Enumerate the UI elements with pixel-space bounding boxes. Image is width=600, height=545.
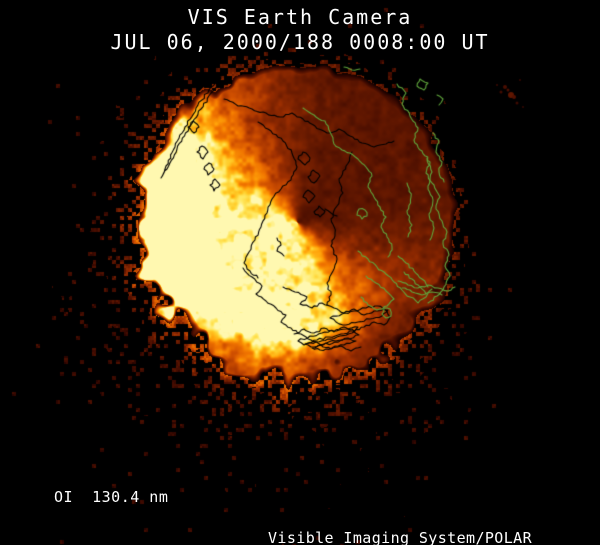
wavelength-label: OI 130.4 nm bbox=[54, 488, 169, 506]
image-title: VIS Earth Camera bbox=[187, 5, 413, 29]
credit-line-1: Visible Imaging System/POLAR bbox=[267, 529, 533, 545]
credit-block: Visible Imaging System/POLAR The Univers… bbox=[240, 488, 560, 545]
image-timestamp: JUL 06, 2000/188 0008:00 UT bbox=[110, 30, 490, 54]
